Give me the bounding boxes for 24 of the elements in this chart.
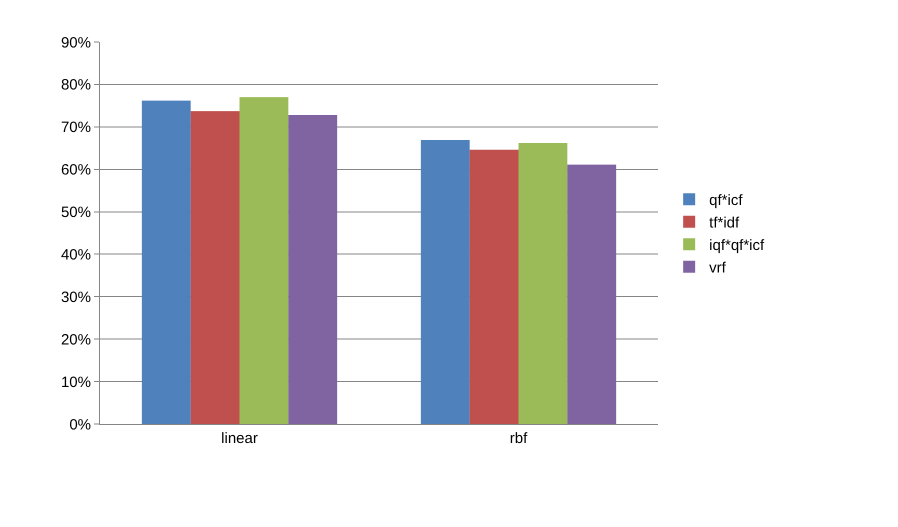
x-tick-label: rbf: [510, 430, 528, 447]
y-tick-label: 20%: [60, 331, 91, 348]
x-tick-label: linear: [221, 430, 258, 447]
bar: [518, 143, 568, 424]
legend-label: iqf*qf*icf: [709, 237, 766, 254]
legend-label: qf*icf: [709, 192, 744, 210]
y-tick-label: 60%: [60, 162, 91, 179]
y-tick-label: 10%: [60, 374, 91, 391]
y-tick-label: 0%: [69, 416, 91, 434]
bar: [567, 164, 616, 424]
y-tick-label: 80%: [60, 76, 91, 94]
y-tick-label: 30%: [60, 288, 91, 306]
legend-label: tf*idf: [709, 214, 740, 232]
y-tick-label: 50%: [60, 204, 91, 222]
y-tick-label: 40%: [60, 246, 91, 264]
bar: [288, 115, 338, 424]
bar: [190, 111, 240, 424]
legend-label: vrf: [709, 260, 727, 277]
bar: [470, 150, 518, 424]
bar: [420, 140, 470, 424]
bar: [240, 97, 288, 424]
bar: [142, 100, 191, 424]
y-tick-label: 90%: [60, 34, 91, 52]
y-tick-label: 70%: [60, 119, 91, 136]
